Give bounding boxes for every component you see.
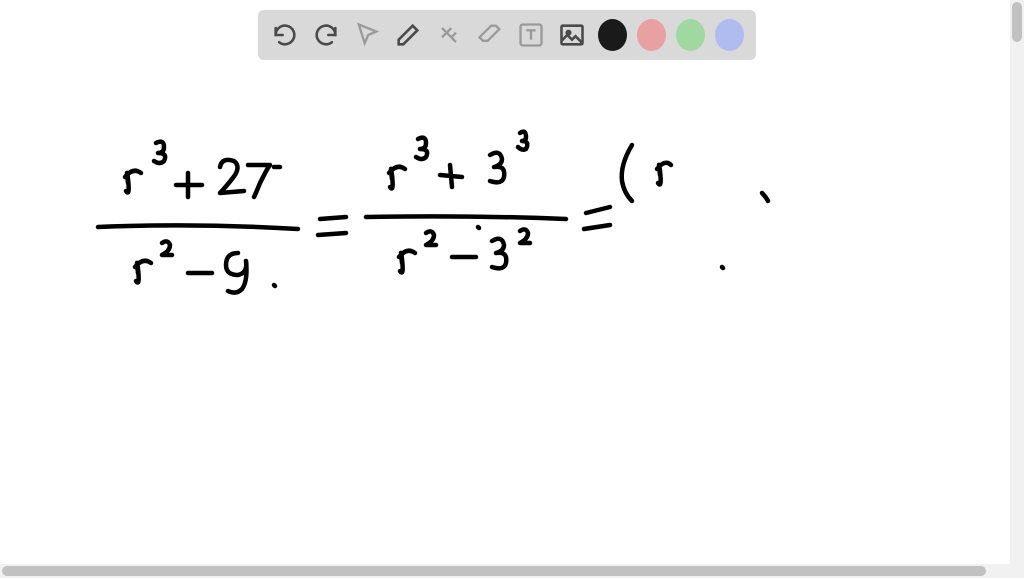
horizontal-scrollbar-thumb[interactable] — [2, 566, 986, 576]
pen-icon — [394, 21, 422, 49]
vertical-scrollbar[interactable] — [1010, 0, 1024, 564]
text-icon — [517, 21, 545, 49]
pen-tool-button[interactable] — [393, 18, 424, 52]
drawing-canvas[interactable] — [0, 60, 1024, 578]
redo-icon — [312, 21, 340, 49]
select-tool-button[interactable] — [352, 18, 383, 52]
image-tool-button[interactable] — [557, 18, 588, 52]
color-red[interactable] — [637, 19, 666, 51]
redo-button[interactable] — [311, 18, 342, 52]
cursor-icon — [353, 21, 381, 49]
undo-button[interactable] — [270, 18, 301, 52]
image-icon — [558, 21, 586, 49]
undo-icon — [271, 21, 299, 49]
eraser-icon — [476, 21, 504, 49]
color-green[interactable] — [676, 19, 705, 51]
eraser-tool-button[interactable] — [475, 18, 506, 52]
horizontal-scrollbar[interactable] — [0, 564, 1010, 578]
wrench-icon — [435, 21, 463, 49]
tools-button[interactable] — [434, 18, 465, 52]
vertical-scrollbar-thumb[interactable] — [1012, 2, 1022, 42]
drawing-toolbar — [258, 10, 756, 60]
scroll-corner — [1010, 564, 1024, 578]
handwritten-equation — [20, 125, 820, 345]
text-tool-button[interactable] — [516, 18, 547, 52]
color-black[interactable] — [598, 19, 627, 51]
color-blue[interactable] — [715, 19, 744, 51]
